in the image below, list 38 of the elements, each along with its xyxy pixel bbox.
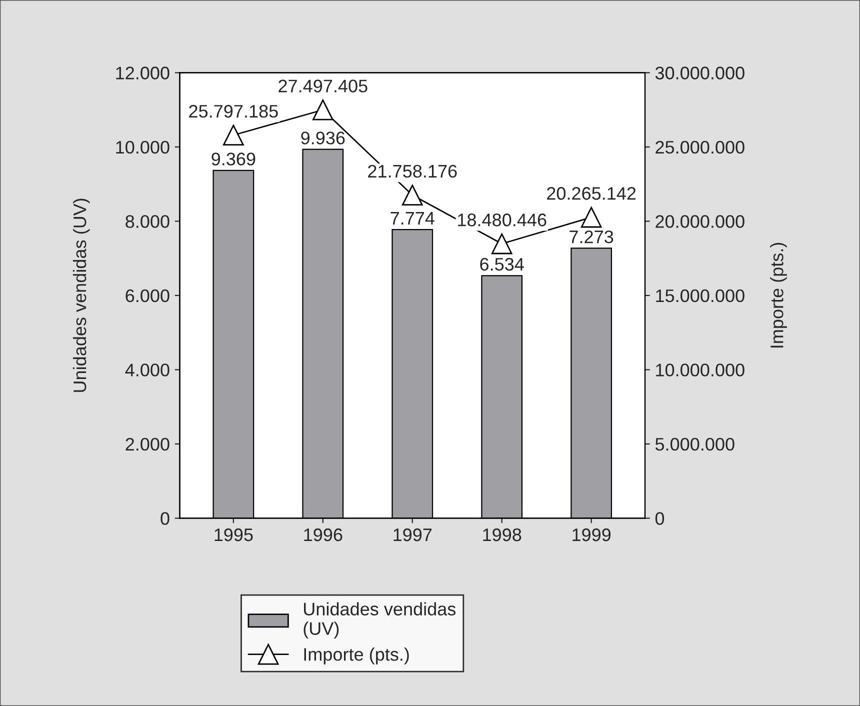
- y2-tick-label: 15.000.000: [656, 289, 744, 302]
- data-label: 21.758.176: [368, 164, 457, 178]
- y-tick-label: 10.000: [116, 140, 170, 154]
- y2-tick-label: 30.000.000: [655, 66, 744, 80]
- legend-label: Unidades vendidas (UV): [304, 602, 456, 638]
- data-label: 20.265.142: [547, 187, 636, 200]
- y2-tick-label: 5.000.000: [655, 438, 734, 451]
- data-label: 9.936: [301, 132, 345, 144]
- y-axis-title: Unidades vendidas (UV): [72, 198, 90, 392]
- y2-tick-label: 0: [655, 512, 664, 525]
- x-tick-label: 1997: [394, 528, 432, 542]
- y-tick-label: 2.000: [126, 438, 170, 451]
- y2-tick-label: 25.000.000: [656, 140, 744, 154]
- y-tick-label: 8.000: [126, 215, 170, 228]
- data-label: 7.273: [570, 230, 614, 244]
- point: [223, 124, 244, 146]
- point: [312, 99, 334, 120]
- y-tick-label: 12.000: [116, 66, 170, 80]
- y-tick-label: 4.000: [125, 364, 170, 376]
- x-tick-label: 1998: [483, 528, 522, 542]
- point: [491, 233, 512, 254]
- data-label: 9.369: [212, 152, 256, 166]
- point: [402, 184, 423, 206]
- y-tick-label: 0: [160, 512, 170, 525]
- x-tick-label: 1996: [304, 528, 342, 542]
- legend-label: Importe (pts.): [304, 648, 409, 664]
- x-tick-label: 1995: [214, 528, 253, 542]
- data-label: 6.534: [480, 258, 524, 271]
- x-tick-label: 1999: [572, 528, 611, 542]
- y2-tick-label: 10.000.000: [656, 364, 744, 376]
- y2-axis-title: Importe (pts.): [770, 242, 787, 348]
- data-label: 18.480.446: [458, 214, 546, 226]
- y2-tick-label: 20.000.000: [656, 215, 744, 228]
- y-tick-label: 6.000: [126, 289, 170, 302]
- data-label: 25.797.185: [189, 104, 278, 118]
- data-label: 27.497.405: [278, 80, 368, 92]
- data-label: 7.774: [390, 212, 434, 224]
- point: [580, 206, 602, 228]
